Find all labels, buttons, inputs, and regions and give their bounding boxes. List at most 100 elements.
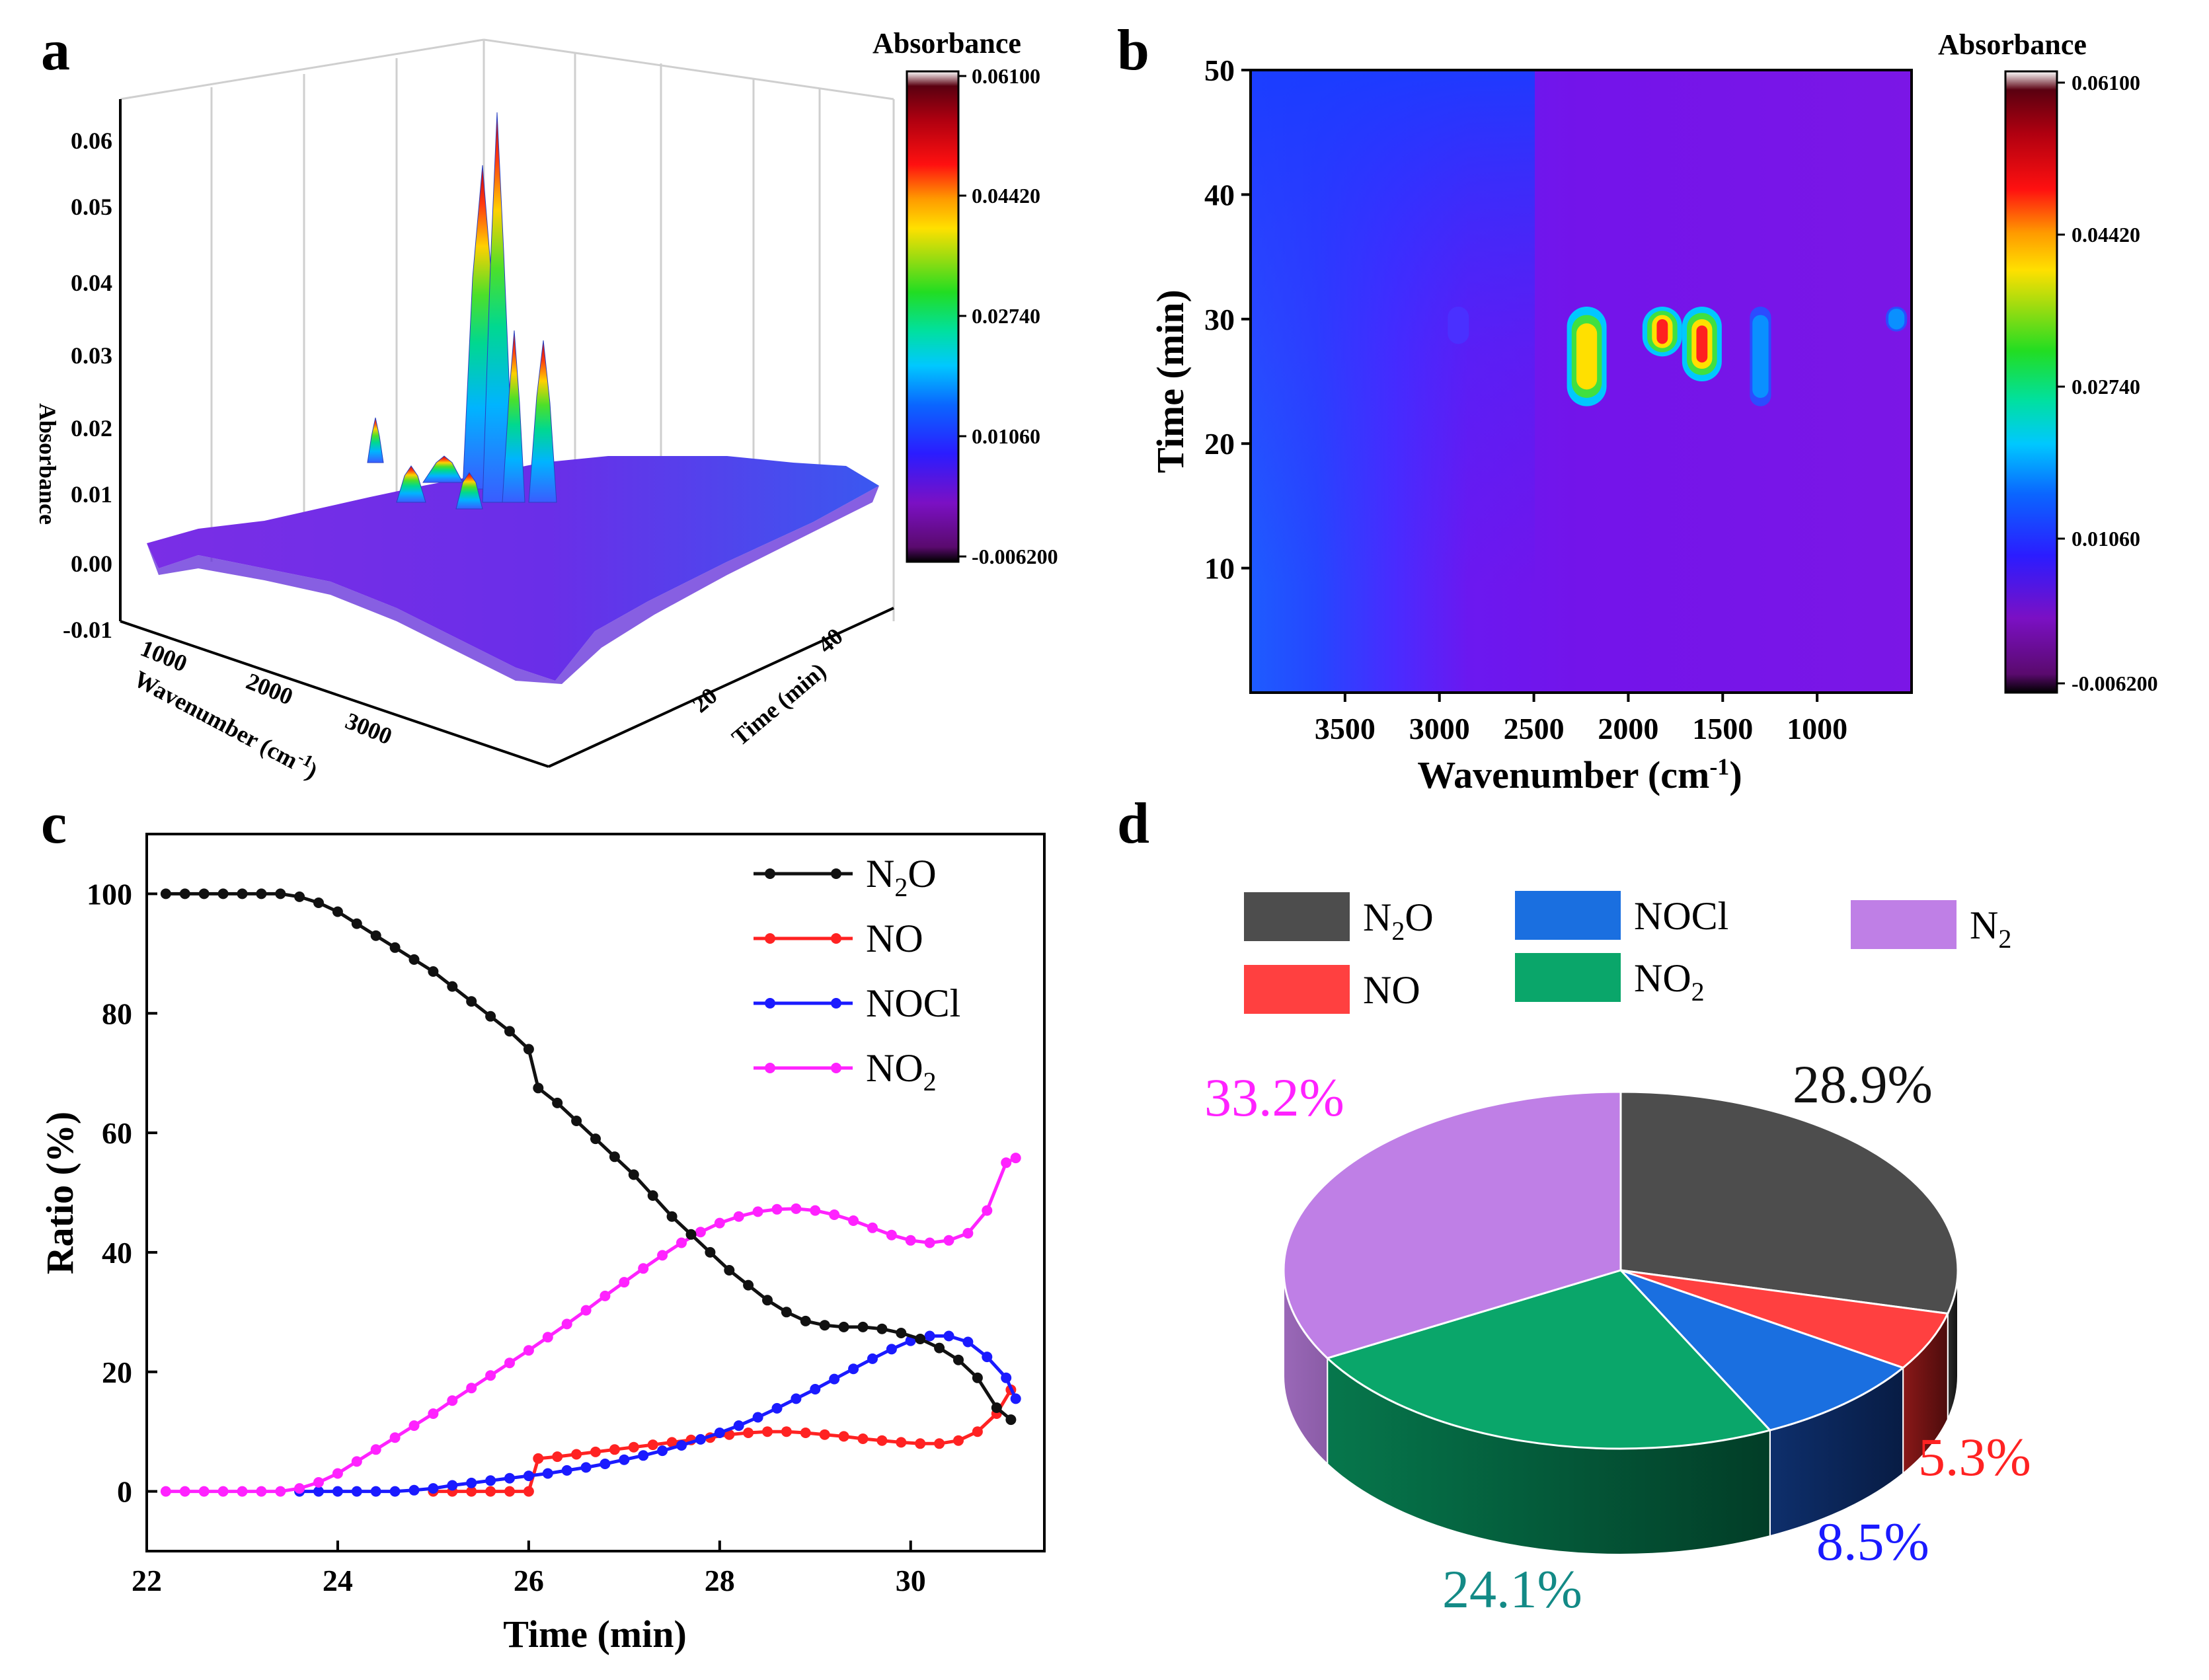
point-NO2-32: [771, 1203, 783, 1215]
point-NO2-36: [848, 1215, 859, 1226]
point-NOCl-7: [428, 1483, 439, 1494]
panel-c-xlabel: Time (min): [503, 1613, 687, 1656]
point-N2O-24: [609, 1151, 620, 1163]
b-ytick-3: 40: [1204, 178, 1235, 211]
cbar-a-tick-2: 0.02740: [972, 304, 1040, 328]
wn-tick-2: 3000: [342, 707, 396, 749]
point-NO2-30: [733, 1211, 744, 1222]
panel-d-legend: N2O NOCl N2 NO NO2: [1244, 891, 2011, 1014]
point-NO-12: [647, 1439, 658, 1451]
b-ytick-4: 50: [1204, 54, 1235, 87]
point-N2O-40: [915, 1334, 926, 1344]
point-NOCl-9: [466, 1477, 477, 1488]
z-tick-1: 0.05: [71, 194, 112, 220]
series-NO2: [160, 1153, 1021, 1497]
point-NOCl-1: [313, 1486, 324, 1497]
point-NO2-24: [619, 1277, 630, 1288]
point-N2O-16: [466, 996, 477, 1007]
series-NO: [428, 1384, 1017, 1497]
pie-slice-N2: [1282, 1090, 1622, 1359]
legend-swatch-N2: [1851, 900, 1957, 949]
point-NOCl-36: [982, 1352, 993, 1363]
point-NO-3: [485, 1486, 496, 1497]
panel-a-z-ticks: 0.06 0.05 0.04 0.03 0.02 0.01 0.00 -0.01: [63, 128, 112, 643]
time-tick-1: 40: [812, 623, 847, 658]
time-tick-0: 20: [687, 682, 722, 718]
point-NO-17: [743, 1428, 754, 1438]
legend-marker-N2O-a: [765, 868, 775, 879]
point-N2O-19: [523, 1044, 534, 1055]
cbar-a-tick-0: 0.06100: [972, 64, 1040, 88]
point-N2O-34: [800, 1315, 811, 1326]
cbar-a-tick-1: 0.04420: [972, 184, 1040, 208]
point-NOCl-23: [733, 1420, 744, 1432]
c-ytick-5: 100: [87, 877, 132, 911]
point-N2O-14: [428, 966, 439, 977]
point-NO2-25: [638, 1263, 649, 1274]
point-NO-20: [800, 1428, 811, 1438]
point-N2O-3: [217, 888, 229, 899]
series-NOCl: [294, 1330, 1021, 1497]
point-NO2-6: [275, 1486, 286, 1497]
cbar-a-tick-3: 0.01060: [972, 424, 1040, 448]
panel-c: c 22 24 26 28 30 0 20 40 60 80 100 Time (min) Rati…: [38, 792, 1046, 1656]
point-N2O-15: [447, 981, 458, 992]
panel-a-surface-edge: [147, 486, 879, 684]
point-N2O-28: [685, 1229, 697, 1240]
panel-c-frame: [145, 833, 1046, 1552]
heatmap-hotspots: [1448, 306, 1908, 406]
pie-label-NO: 5.3%: [1918, 1427, 2031, 1487]
point-N2O-41: [934, 1342, 945, 1354]
b-xtick-1: 3000: [1409, 712, 1470, 745]
point-NO2-13: [408, 1420, 420, 1432]
heatmap-hotspot-0-layer-2: [1576, 323, 1598, 390]
c-ytick-3: 60: [102, 1116, 132, 1150]
panel-a-3d-box: [119, 38, 895, 621]
point-NOCl-24: [752, 1412, 763, 1423]
point-N2O-36: [838, 1321, 849, 1332]
panel-b-colorbar: Absorbance 0.06100 0.04420 0.02740 0.010…: [1938, 28, 2158, 695]
point-N2O-10: [351, 918, 362, 929]
panel-a-zlabel: Absorbance: [34, 403, 61, 525]
point-NOCl-31: [886, 1344, 897, 1355]
point-NO-26: [915, 1438, 926, 1449]
cbar-a-tick-4: -0.006200: [972, 545, 1058, 568]
panel-b: b 3500 3000 2500 2000 1500 1000 10 20 30 40 50 Wa…: [1117, 19, 2158, 796]
point-NO2-8: [313, 1477, 324, 1488]
point-NO-18: [762, 1426, 773, 1437]
panel-c-ticks: 22 24 26 28 30 0 20 40 60 80 100: [87, 877, 926, 1597]
point-N2O-43: [972, 1372, 983, 1383]
point-NO2-4: [237, 1486, 248, 1497]
point-NOCl-25: [771, 1402, 783, 1414]
point-NOCl-22: [714, 1428, 725, 1438]
point-N2O-5: [256, 888, 267, 899]
series-N2O: [160, 888, 1017, 1426]
point-NOCl-35: [962, 1336, 974, 1348]
c-xtick-4: 30: [896, 1564, 926, 1597]
heatmap-hotspot-3-layer-1: [1752, 315, 1769, 399]
z-tick-5: 0.01: [71, 481, 112, 508]
c-ytick-0: 0: [117, 1475, 132, 1509]
b-ytick-1: 20: [1204, 427, 1235, 461]
point-N2O-22: [571, 1116, 582, 1126]
legend-text-NO: NO: [1363, 968, 1420, 1012]
point-NO2-12: [389, 1432, 401, 1443]
point-NOCl-17: [619, 1454, 630, 1465]
point-NO2-34: [810, 1205, 821, 1216]
legend-swatch-N2O: [1244, 892, 1350, 941]
legend-swatch-NOCl: [1515, 891, 1621, 940]
pie-label-N2: 33.2%: [1204, 1067, 1344, 1127]
point-NO2-18: [504, 1357, 515, 1369]
b-xtick-5: 1000: [1787, 712, 1847, 745]
point-NO-28: [953, 1435, 964, 1446]
cbar-b-tick-2: 0.02740: [2072, 375, 2140, 399]
point-NO-27: [934, 1438, 945, 1449]
point-N2O-38: [876, 1323, 888, 1334]
panel-d: d N2O NOCl N2 NO NO2 28.9% 5.3% 8.5% 24.1% 33.2%: [1117, 792, 2031, 1619]
point-NOCl-37: [1001, 1372, 1012, 1383]
panel-b-letter: b: [1117, 19, 1149, 83]
point-NOCl-3: [351, 1486, 362, 1497]
cbar-b-tick-0: 0.06100: [2072, 71, 2140, 95]
point-NO2-26: [657, 1250, 668, 1261]
